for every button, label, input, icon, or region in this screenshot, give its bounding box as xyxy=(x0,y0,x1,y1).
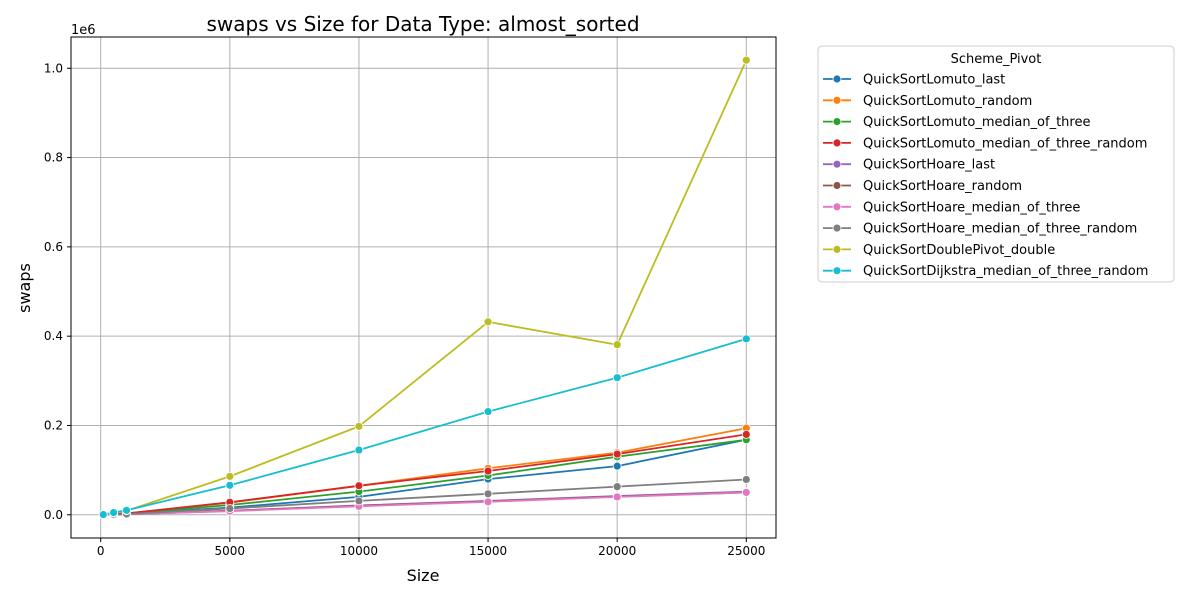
data-point xyxy=(741,488,751,497)
legend-label: QuickSortHoare_last xyxy=(863,158,995,173)
legend-frame xyxy=(817,45,1175,283)
legend: Scheme_Pivot QuickSortLomuto_lastQuickSo… xyxy=(817,45,1175,283)
x-tick-label: 25000 xyxy=(727,544,765,558)
data-point xyxy=(98,510,108,519)
data-point xyxy=(741,55,751,65)
legend-marker xyxy=(832,95,842,105)
series-3 xyxy=(98,430,751,520)
x-tick-label: 5000 xyxy=(215,544,246,558)
data-point xyxy=(109,508,119,517)
grid-lines xyxy=(71,37,776,538)
legend-item: QuickSortHoare_last xyxy=(823,158,995,173)
legend-marker xyxy=(832,223,842,233)
y-tick-label: 0.0 xyxy=(44,508,63,522)
legend-item: QuickSortDoublePivot_double xyxy=(823,243,1055,258)
legend-label: QuickSortDoublePivot_double xyxy=(863,243,1055,258)
legend-label: QuickSortHoare_median_of_three xyxy=(863,200,1080,215)
data-point xyxy=(612,492,622,502)
data-point xyxy=(612,373,622,383)
data-point xyxy=(483,407,493,417)
series-line xyxy=(103,478,747,516)
data-point xyxy=(354,481,364,491)
data-point xyxy=(354,496,364,506)
data-point xyxy=(483,466,493,476)
x-axis-label: Size xyxy=(407,566,440,585)
legend-label: QuickSortLomuto_last xyxy=(863,73,1005,88)
data-point xyxy=(612,461,622,471)
legend-label: QuickSortHoare_median_of_three_random xyxy=(863,222,1137,237)
legend-item: QuickSortHoare_random xyxy=(823,179,1022,194)
data-point xyxy=(483,497,493,507)
legend-item: QuickSortLomuto_median_of_three xyxy=(823,115,1090,130)
legend-marker xyxy=(832,159,842,169)
y-tick-label: 0.4 xyxy=(44,329,63,343)
legend-item: QuickSortDijkstra_median_of_three_random xyxy=(823,264,1148,279)
legend-item: QuickSortLomuto_random xyxy=(823,94,1032,109)
data-point xyxy=(225,471,235,481)
y-tick-label: 0.2 xyxy=(44,418,63,432)
chart-title: swaps vs Size for Data Type: almost_sort… xyxy=(206,12,639,36)
legend-title: Scheme_Pivot xyxy=(951,52,1042,67)
series-9 xyxy=(98,334,751,519)
series-lines xyxy=(98,55,751,520)
axis-ticks: 0 5000 10000 15000 20000 25000 0.0 0.2 0.4 0.6 0.8… xyxy=(44,61,765,558)
legend-item: QuickSortHoare_median_of_three xyxy=(823,200,1080,215)
data-point xyxy=(741,430,751,439)
x-tick-label: 10000 xyxy=(340,544,378,558)
data-point xyxy=(612,449,622,459)
legend-marker xyxy=(832,74,842,84)
legend-marker xyxy=(832,181,842,190)
data-point xyxy=(612,340,622,350)
legend-label: QuickSortLomuto_random xyxy=(863,94,1032,109)
legend-marker xyxy=(832,202,842,212)
legend-item: QuickSortLomuto_median_of_three_random xyxy=(823,136,1147,151)
data-point xyxy=(354,421,364,431)
legend-marker xyxy=(832,266,842,276)
data-point xyxy=(483,489,493,499)
data-point xyxy=(225,504,235,513)
data-point xyxy=(122,505,131,515)
data-point xyxy=(354,445,364,455)
legend-label: QuickSortHoare_random xyxy=(863,179,1022,194)
legend-item: QuickSortLomuto_last xyxy=(823,73,1005,88)
data-point xyxy=(741,475,751,484)
y-axis-label: swaps xyxy=(15,263,34,313)
legend-marker xyxy=(832,244,842,254)
legend-label: QuickSortLomuto_median_of_three xyxy=(863,115,1090,130)
legend-marker xyxy=(832,138,842,148)
series-line xyxy=(103,491,747,516)
data-point xyxy=(483,317,493,327)
y-tick-label: 0.8 xyxy=(44,151,63,165)
legend-marker xyxy=(832,117,842,126)
x-tick-label: 20000 xyxy=(598,544,636,558)
x-tick-label: 0 xyxy=(97,544,105,558)
plot-frame xyxy=(70,36,777,539)
series-line xyxy=(103,427,747,516)
legend-item: QuickSortHoare_median_of_three_random xyxy=(823,222,1137,237)
y-tick-label: 0.6 xyxy=(44,240,63,254)
data-point xyxy=(612,482,622,492)
data-point xyxy=(741,334,751,344)
y-axis-multiplier: 1e6 xyxy=(71,23,96,38)
legend-label: QuickSortLomuto_median_of_three_random xyxy=(863,136,1147,151)
x-tick-label: 15000 xyxy=(469,544,507,558)
legend-items: QuickSortLomuto_last QuickSortLomuto_rand… xyxy=(823,73,1148,279)
y-tick-label: 1.0 xyxy=(44,61,63,75)
legend-label: QuickSortDijkstra_median_of_three_random xyxy=(863,264,1148,279)
data-point xyxy=(225,480,235,490)
